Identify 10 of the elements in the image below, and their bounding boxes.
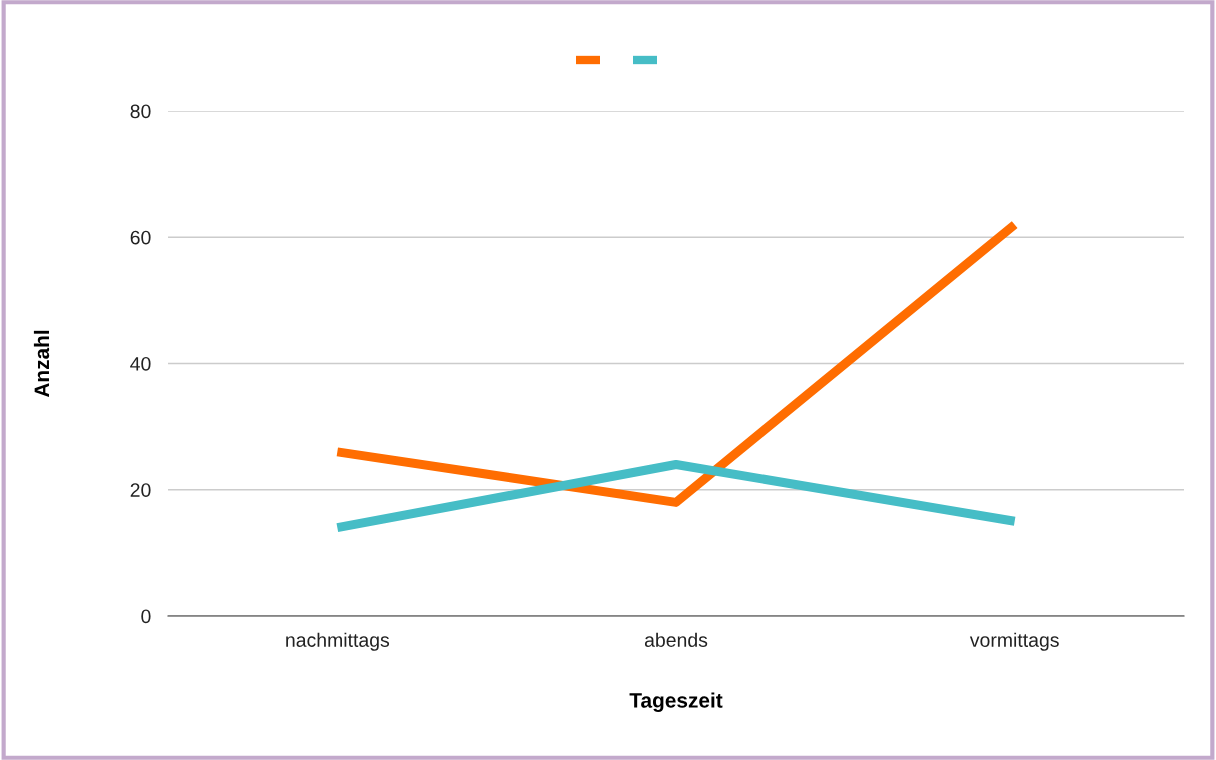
y-tick-label: 20 [130, 483, 151, 497]
y-tick-label: 80 [130, 104, 151, 119]
y-axis-title: Anzahl [33, 330, 50, 398]
x-tick-label: nachmittags [286, 632, 390, 651]
x-axis-title: Tageszeit [629, 692, 723, 712]
y-tick-label: 60 [130, 230, 151, 245]
y-tick-label: 0 [141, 609, 151, 624]
x-tick-label: abends [644, 632, 708, 647]
x-tick-label: vormittags [969, 632, 1059, 651]
y-tick-label: 40 [130, 356, 151, 371]
